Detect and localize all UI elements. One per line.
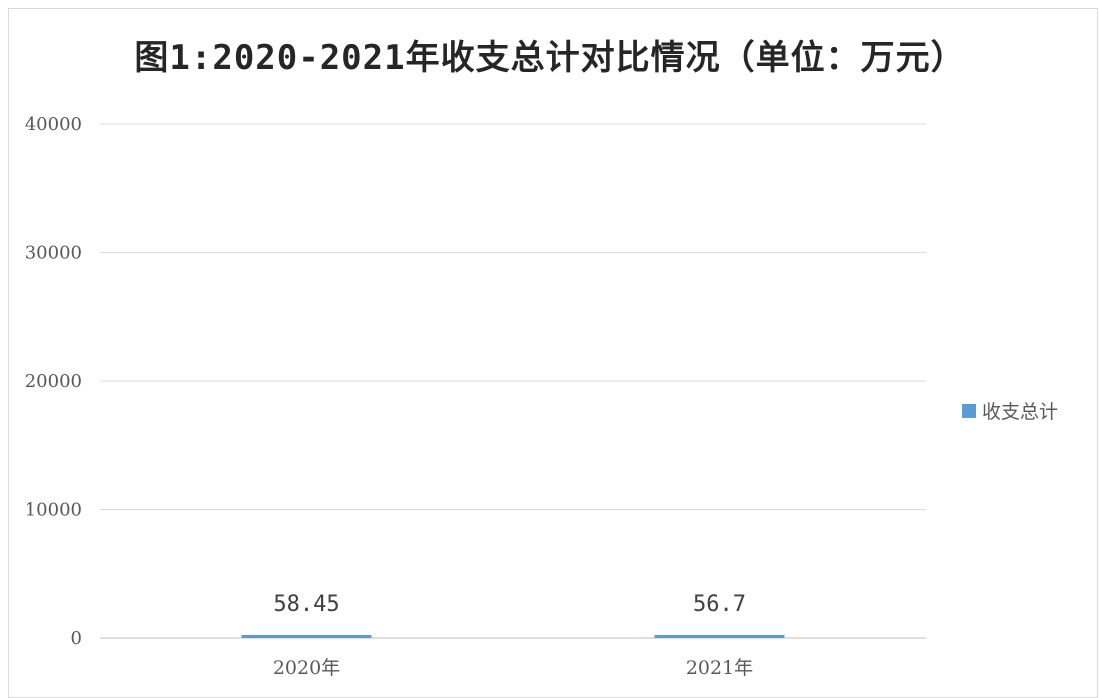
bar [654,635,785,638]
data-label: 58.45 [273,592,339,617]
x-tick-label: 2020年 [273,657,340,679]
data-label: 56.7 [693,592,746,617]
legend: 收支总计 [962,397,1058,424]
legend-swatch [962,403,976,418]
y-tick-label: 10000 [25,500,82,521]
y-tick-label: 0 [71,628,82,649]
legend-label: 收支总计 [982,401,1059,423]
bar-chart: 0 10000 20000 30000 40000 58.45 2020年 56.7 2021年 [25,114,926,679]
chart-frame [8,8,1098,698]
chart-title: 图1:2020-2021年收支总计对比情况（单位：万元） [134,38,966,78]
x-tick-label: 2021年 [686,657,753,679]
bar [241,635,372,638]
y-tick-label: 30000 [25,243,82,264]
y-tick-label: 40000 [25,114,82,135]
y-tick-label: 20000 [25,371,82,392]
